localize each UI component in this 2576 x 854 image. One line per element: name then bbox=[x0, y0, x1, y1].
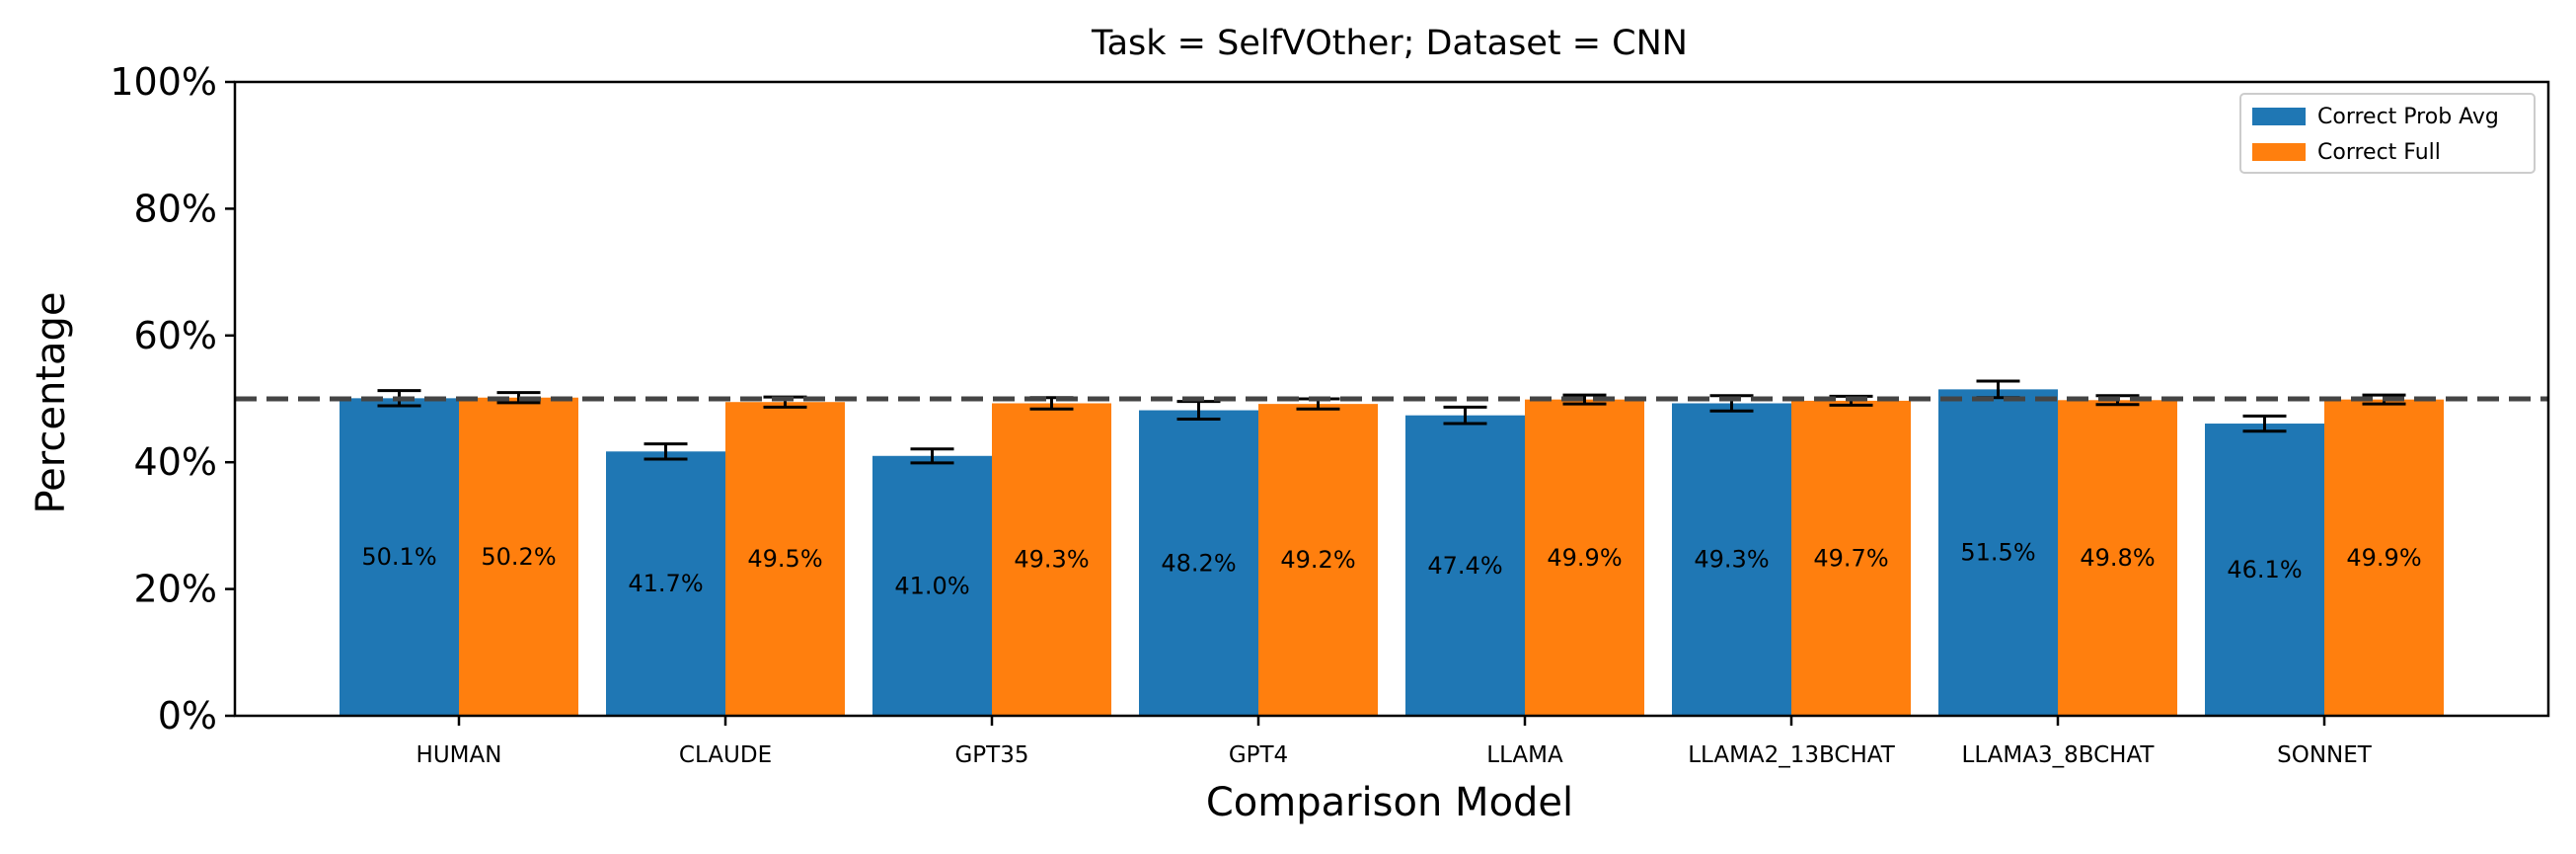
bar bbox=[725, 402, 845, 716]
bar-value-label: 49.7% bbox=[1813, 544, 1888, 572]
bar bbox=[992, 403, 1111, 716]
legend-swatch bbox=[2252, 143, 2306, 161]
bar-value-label: 41.7% bbox=[628, 570, 703, 597]
bar bbox=[1672, 403, 1791, 716]
x-tick-label: HUMAN bbox=[417, 742, 502, 768]
bar bbox=[2324, 399, 2444, 716]
error-bar bbox=[644, 442, 688, 461]
x-tick-label: LLAMA3_8BCHAT bbox=[1962, 742, 2156, 768]
x-tick-label: GPT35 bbox=[954, 742, 1028, 768]
bar bbox=[2205, 424, 2324, 716]
x-axis-label: Comparison Model bbox=[1206, 780, 1573, 825]
y-tick-label: 0% bbox=[158, 694, 217, 738]
error-bar bbox=[1562, 393, 1607, 406]
bar bbox=[2058, 400, 2177, 716]
bar-value-label: 41.0% bbox=[894, 572, 969, 599]
error-bar bbox=[910, 447, 954, 465]
x-tick-label: CLAUDE bbox=[679, 742, 772, 768]
y-tick-label: 40% bbox=[134, 440, 217, 484]
chart-title: Task = SelfVOther; Dataset = CNN bbox=[1091, 24, 1688, 63]
x-tick-label: SONNET bbox=[2277, 742, 2373, 768]
bar bbox=[1258, 404, 1378, 716]
x-tick-label: LLAMA2_13BCHAT bbox=[1688, 742, 1896, 768]
plot-area: 50.1% 41.7% 41.0% 48.2% 47.4% 49.3% 51.5% 46.1%… bbox=[110, 60, 2550, 768]
bar bbox=[340, 398, 459, 716]
bar-value-label: 49.8% bbox=[2080, 544, 2155, 572]
bar-value-label: 49.3% bbox=[1014, 546, 1089, 574]
legend-box bbox=[2239, 93, 2536, 174]
bar-value-label: 49.3% bbox=[1694, 546, 1769, 574]
y-tick-label: 20% bbox=[134, 568, 217, 611]
bar bbox=[1938, 389, 2058, 716]
error-bar bbox=[1443, 405, 1487, 426]
y-axis-label: Percentage bbox=[29, 291, 74, 513]
legend: Correct Prob Avg Correct Full bbox=[2239, 93, 2536, 174]
bar bbox=[1791, 400, 1911, 716]
x-tick-label: GPT4 bbox=[1229, 742, 1288, 768]
bar-value-label: 49.5% bbox=[747, 545, 822, 573]
legend-swatch bbox=[2252, 108, 2306, 125]
y-tick-label: 80% bbox=[134, 187, 217, 230]
bar-value-label: 49.9% bbox=[1547, 544, 1622, 572]
y-tick-label: 60% bbox=[134, 314, 217, 357]
y-tick-label: 100% bbox=[110, 60, 217, 104]
bar-value-label: 48.2% bbox=[1161, 549, 1236, 577]
error-bar bbox=[496, 391, 541, 405]
bar-value-label: 49.2% bbox=[1280, 546, 1355, 574]
bar bbox=[1525, 399, 1644, 716]
bar-value-label: 51.5% bbox=[1960, 539, 2035, 567]
bar-value-label: 47.4% bbox=[1427, 552, 1502, 580]
error-bar bbox=[1176, 400, 1221, 422]
bar-value-label: 46.1% bbox=[2227, 556, 2302, 583]
plot-frame bbox=[233, 80, 2550, 718]
bar-value-label: 50.2% bbox=[481, 543, 556, 571]
legend-label: Correct Prob Avg bbox=[2317, 105, 2499, 129]
bar bbox=[606, 451, 725, 716]
bar bbox=[1405, 415, 1525, 716]
bar bbox=[459, 397, 578, 716]
bar-value-label: 49.9% bbox=[2346, 544, 2421, 572]
x-tick-label: LLAMA bbox=[1486, 742, 1563, 768]
bar bbox=[872, 455, 992, 716]
legend-label: Correct Full bbox=[2317, 140, 2441, 165]
error-bar bbox=[2242, 414, 2287, 433]
bar-value-label: 50.1% bbox=[361, 543, 436, 571]
bar bbox=[1139, 410, 1258, 716]
